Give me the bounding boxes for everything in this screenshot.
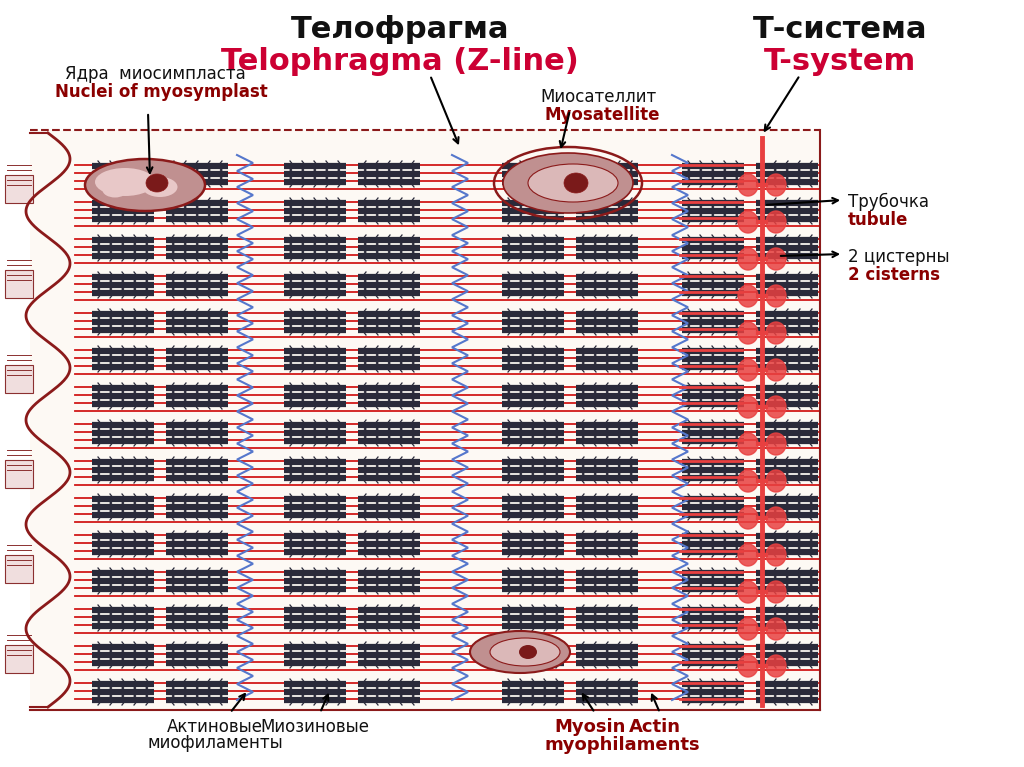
Ellipse shape [738, 655, 758, 677]
Ellipse shape [766, 470, 786, 492]
Text: Ядра  миосимпласта: Ядра миосимпласта [65, 65, 246, 83]
Ellipse shape [528, 164, 618, 202]
Ellipse shape [766, 507, 786, 529]
Ellipse shape [738, 470, 758, 492]
Ellipse shape [738, 211, 758, 233]
Ellipse shape [738, 396, 758, 418]
Ellipse shape [564, 173, 588, 193]
Ellipse shape [766, 174, 786, 196]
Ellipse shape [142, 177, 177, 197]
Ellipse shape [503, 153, 633, 213]
Ellipse shape [766, 581, 786, 603]
Text: T-system: T-system [764, 47, 916, 76]
Ellipse shape [738, 618, 758, 640]
Text: Actin: Actin [629, 718, 681, 736]
Ellipse shape [766, 248, 786, 270]
Bar [5, 365, 33, 393]
Text: Nuclei of myosymplast: Nuclei of myosymplast [55, 83, 267, 101]
Ellipse shape [102, 183, 128, 197]
Text: Телофрагма: Телофрагма [291, 15, 509, 44]
Text: Миозиновые: Миозиновые [260, 718, 370, 736]
Bar [5, 460, 33, 488]
Text: Трубочка: Трубочка [848, 193, 929, 211]
Ellipse shape [738, 248, 758, 270]
Ellipse shape [85, 159, 205, 211]
Ellipse shape [766, 396, 786, 418]
Text: myophilaments: myophilaments [544, 736, 699, 754]
Ellipse shape [766, 433, 786, 455]
Text: миофиламенты: миофиламенты [147, 734, 283, 752]
Ellipse shape [738, 174, 758, 196]
Text: Telophragma (Z-line): Telophragma (Z-line) [221, 47, 579, 76]
Ellipse shape [766, 211, 786, 233]
Ellipse shape [738, 544, 758, 566]
Ellipse shape [766, 359, 786, 381]
Ellipse shape [738, 507, 758, 529]
Ellipse shape [738, 322, 758, 344]
Ellipse shape [766, 618, 786, 640]
Text: Актиновые: Актиновые [167, 718, 263, 736]
Text: 2 цистерны: 2 цистерны [848, 248, 949, 266]
Ellipse shape [766, 285, 786, 307]
Ellipse shape [519, 645, 537, 659]
Text: Myosatellite: Myosatellite [545, 106, 660, 124]
Text: tubule: tubule [848, 211, 908, 229]
Text: Myosin: Myosin [554, 718, 626, 736]
Ellipse shape [766, 655, 786, 677]
Polygon shape [30, 130, 820, 710]
Ellipse shape [766, 322, 786, 344]
Ellipse shape [738, 433, 758, 455]
Bar [5, 270, 33, 298]
Ellipse shape [95, 168, 155, 196]
Ellipse shape [738, 285, 758, 307]
Ellipse shape [738, 359, 758, 381]
Ellipse shape [470, 631, 570, 673]
Bar [5, 175, 33, 203]
Bar [5, 645, 33, 673]
Bar [5, 555, 33, 583]
Text: 2 cisterns: 2 cisterns [848, 266, 940, 284]
Text: Т-система: Т-система [753, 15, 928, 44]
Ellipse shape [146, 174, 168, 192]
Ellipse shape [766, 544, 786, 566]
Ellipse shape [738, 581, 758, 603]
Ellipse shape [490, 638, 560, 666]
Text: Миосателлит: Миосателлит [540, 88, 656, 106]
